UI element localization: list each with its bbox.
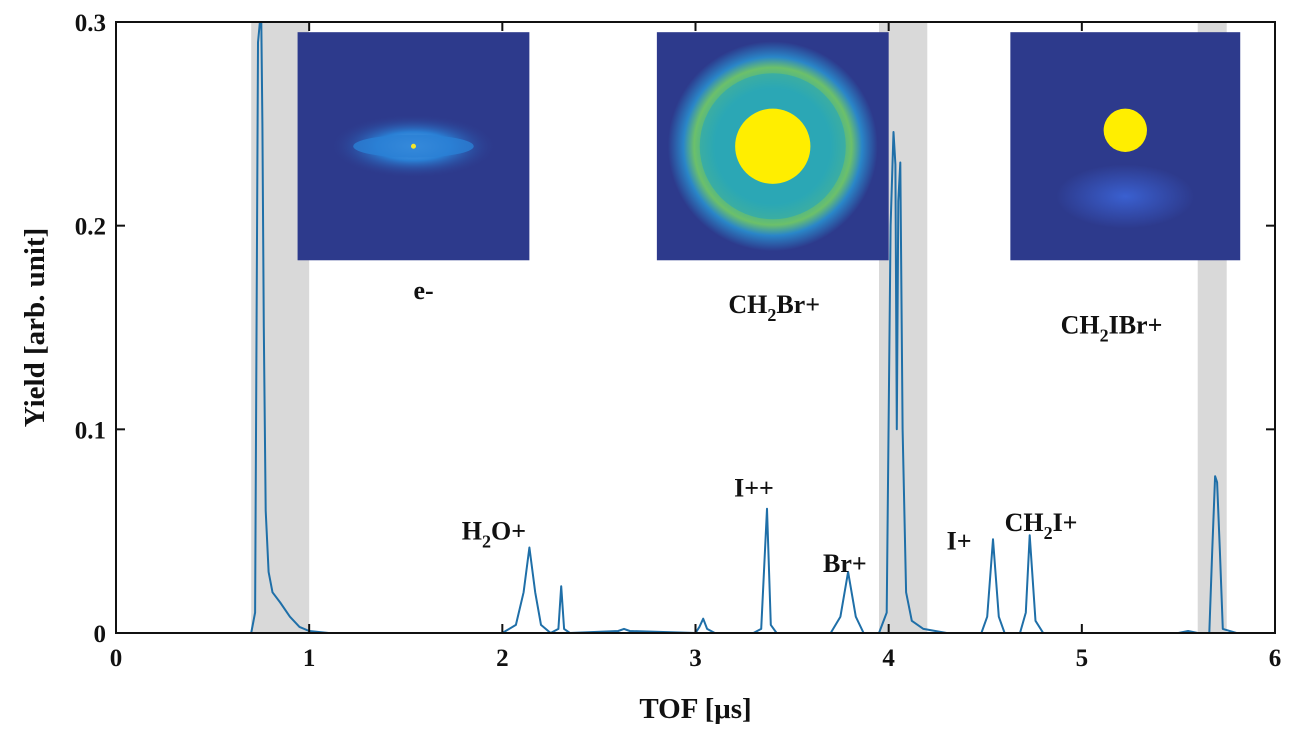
ch2ibr-image — [1010, 32, 1241, 261]
x-tick-label-0: 0 — [110, 645, 123, 672]
x-tick-label-1: 1 — [303, 645, 316, 672]
ch2ibr-image-blob — [1056, 164, 1195, 229]
peak-labels: e- CH2Br+ CH2IBr+ H2O+ I++ Br+ I+ CH2I+ — [413, 276, 1162, 578]
peak-label-8: CH2I+ — [1005, 508, 1078, 543]
x-tick-label-2: 2 — [496, 645, 509, 672]
peak-label-5: I++ — [734, 474, 774, 503]
y-tick-label-2: 0.2 — [75, 214, 106, 241]
ch2br-image-center — [735, 108, 811, 184]
x-axis-title: TOF [μs] — [639, 693, 751, 725]
peak-label-1: e- — [413, 276, 433, 305]
inset-images — [297, 32, 1241, 261]
x-tick-label-6: 6 — [1269, 645, 1282, 672]
y-tick-label-1: 0.1 — [75, 417, 106, 444]
electron-image — [297, 32, 530, 261]
x-tick-label-5: 5 — [1076, 645, 1089, 672]
ch2ibr-image-center — [1103, 108, 1147, 152]
series-line-1 — [116, 22, 1275, 633]
y-tick-label-0: 0 — [94, 621, 107, 648]
peak-label-3: CH2IBr+ — [1061, 311, 1163, 346]
x-tick-label-4: 4 — [882, 645, 895, 672]
x-tick-label-3: 3 — [689, 645, 702, 672]
y-axis-title: Yield [arb. unit] — [19, 228, 51, 428]
peak-label-7: I+ — [947, 526, 972, 555]
peak-label-2: CH2Br+ — [728, 290, 820, 325]
axis-ticks: 0 1 2 3 4 5 6 0 0.1 0.2 0.3 — [75, 10, 1282, 672]
ch2br-image — [656, 32, 889, 261]
electron-image-center — [410, 143, 416, 149]
peak-label-6: Br+ — [823, 549, 867, 578]
peak-label-4: H2O+ — [462, 516, 526, 551]
y-tick-label-3: 0.3 — [75, 10, 106, 37]
spectrum-series — [116, 22, 1275, 633]
